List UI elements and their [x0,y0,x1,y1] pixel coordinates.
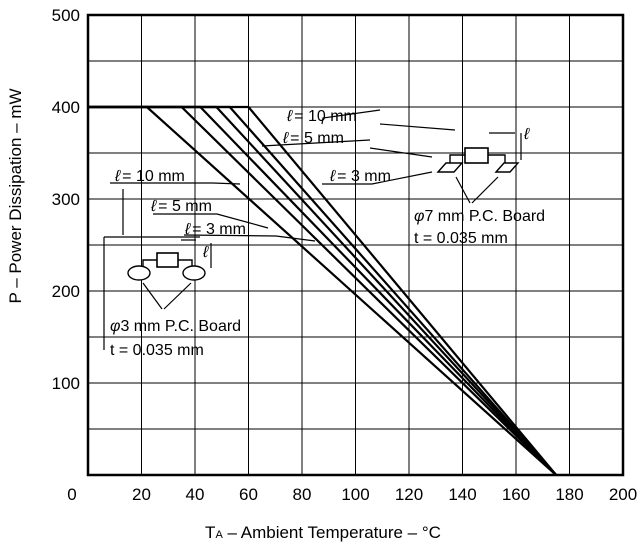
x-axis-title-rest: – Ambient Temperature – °C [223,523,441,542]
x-tick-label: 100 [341,485,369,504]
leader-line-big-5mm-to-board [369,147,433,158]
small-dim-ell: ℓ [202,244,209,261]
small-board-pad-left [127,265,151,281]
leader-line-small-3mm [183,234,316,242]
small-board-label: φ3 mm P.C. Board [110,318,241,335]
x-tick-label: 160 [502,485,530,504]
annotation-text: ℓ = 10 mm ℓ = 5 mm ℓ = 3 mm ℓ φ7 mm P.C. Bo… [110,108,545,359]
y-tick-label: 300 [52,190,80,209]
x-tick-label: 140 [448,485,476,504]
big-board-pad-left [436,162,464,173]
small-10mm-label: ℓ = 10 mm [114,168,185,185]
x-tick-label: 20 [132,485,151,504]
big-board-pointer-right [471,176,499,204]
y-tick-label: 200 [52,282,80,301]
y-axis-title: P – Power Dissipation – mW [6,88,25,303]
ell-symbol: ℓ [202,244,209,261]
big-board-thickness: t = 0.035 mm [414,230,508,247]
big-5mm-value: = 5 mm [290,130,344,147]
big-board-label: φ7 mm P.C. Board [414,208,545,225]
ell-symbol: ℓ [150,198,157,215]
x-tick-label: 200 [609,485,637,504]
x-axis-title: TA – Ambient Temperature – °C [205,523,441,542]
ell-symbol: ℓ [282,130,289,147]
big-board-pointer-left [455,176,471,204]
big-3mm-value: = 3 mm [337,168,391,185]
big-board-pad-right [494,162,520,173]
small-3mm-value: = 3 mm [192,221,246,238]
ell-symbol: ℓ [286,108,293,125]
x-axis-title-prefix: T [205,523,215,542]
leader-line-big-3mm [322,171,433,185]
grid [88,15,623,475]
series-lines [88,105,557,476]
x-tick-label: 40 [186,485,205,504]
big-10mm-label: ℓ = 10 mm [286,108,357,125]
big-3mm-label: ℓ = 3 mm [329,168,391,185]
small-board-thickness: t = 0.035 mm [110,342,204,359]
leader-line-small-10mm [110,182,241,185]
x-tick-label: 120 [395,485,423,504]
small-board-component [156,252,179,268]
small-5mm-value: = 5 mm [158,198,212,215]
big-5mm-label: ℓ = 5 mm [282,130,344,147]
phi-symbol: φ [110,318,120,335]
big-board-component [464,147,489,164]
y-tick-label: 500 [52,6,80,25]
big-board-lead-left [449,154,465,165]
y-tick-label: 400 [52,98,80,117]
x-tick-label: 80 [293,485,312,504]
small-10mm-value: = 10 mm [122,168,185,185]
big-board-name: 7 mm P.C. Board [424,208,545,225]
ell-symbol: ℓ [114,168,121,185]
leader-line-big-10mm [321,109,381,125]
series-line-5 [88,105,557,476]
ell-symbol: ℓ [329,168,336,185]
x-tick-label: 0 [67,485,76,504]
ell-symbol: ℓ [184,221,191,238]
small-5mm-label: ℓ = 5 mm [150,198,212,215]
small-3mm-label: ℓ = 3 mm [184,221,246,238]
phi-symbol: φ [414,208,424,225]
annotations [103,109,522,350]
x-tick-label: 180 [555,485,583,504]
small-board-pointer-left [142,282,163,310]
big-10mm-value: = 10 mm [294,108,357,125]
small-board-name: 3 mm P.C. Board [120,318,241,335]
big-dim-ell: ℓ [523,126,530,143]
big-board-lead-right [488,154,506,165]
leader-line-big-10mm-to-board [379,123,456,131]
small-board-pad-right [182,265,206,281]
x-axis-title-subscript: A [215,529,223,541]
x-tick-label: 60 [239,485,258,504]
ell-symbol: ℓ [523,126,530,143]
leader-line-big-5mm [261,139,371,147]
leader-line-small-5mm [153,213,269,229]
tick-labels: 0 20 40 60 80 100 120 140 160 180 200 100 200 300 400 5… [52,6,638,504]
small-board-pointer-right [163,282,192,310]
plot-frame [86,13,625,477]
y-tick-label: 100 [52,374,80,393]
